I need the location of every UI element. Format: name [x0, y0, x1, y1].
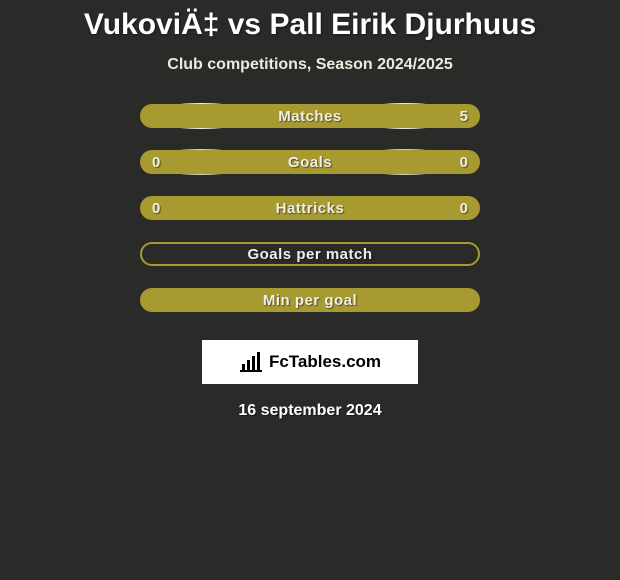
- stat-label: Goals per match: [247, 246, 372, 263]
- page-subtitle: Club competitions, Season 2024/2025: [167, 56, 452, 74]
- stat-left-value: 0: [152, 154, 160, 171]
- date-text: 16 september 2024: [238, 402, 381, 420]
- stat-label: Hattricks: [276, 200, 345, 217]
- stat-row: Goals per match: [140, 242, 480, 266]
- stat-bar: 0 Hattricks 0: [140, 196, 480, 220]
- stat-right-value: 0: [460, 200, 468, 217]
- stat-bar: Goals per match: [140, 242, 480, 266]
- stat-left-value: 0: [152, 200, 160, 217]
- bar-chart-icon: [239, 352, 263, 372]
- stat-bar: 0 Goals 0: [140, 150, 480, 174]
- stat-label: Min per goal: [263, 292, 357, 309]
- stat-label: Goals: [288, 154, 332, 171]
- brand-name: FcTables.com: [269, 352, 381, 372]
- page-title: VukoviÄ‡ vs Pall Eirik Djurhuus: [84, 8, 536, 42]
- stat-rows: Matches 5 0 Goals 0 0 Hattricks 0 Goals per matc…: [140, 104, 480, 334]
- stat-bar: Matches 5: [140, 104, 480, 128]
- stat-bar: Min per goal: [140, 288, 480, 312]
- stat-row: Min per goal: [140, 288, 480, 312]
- stat-right-value: 0: [460, 154, 468, 171]
- stat-row: 0 Goals 0: [140, 150, 480, 174]
- stat-label: Matches: [278, 108, 342, 125]
- stat-row: 0 Hattricks 0: [140, 196, 480, 220]
- stat-right-value: 5: [460, 108, 468, 125]
- comparison-card: VukoviÄ‡ vs Pall Eirik Djurhuus Club com…: [0, 0, 620, 420]
- brand-badge: FcTables.com: [202, 340, 418, 384]
- stat-row: Matches 5: [140, 104, 480, 128]
